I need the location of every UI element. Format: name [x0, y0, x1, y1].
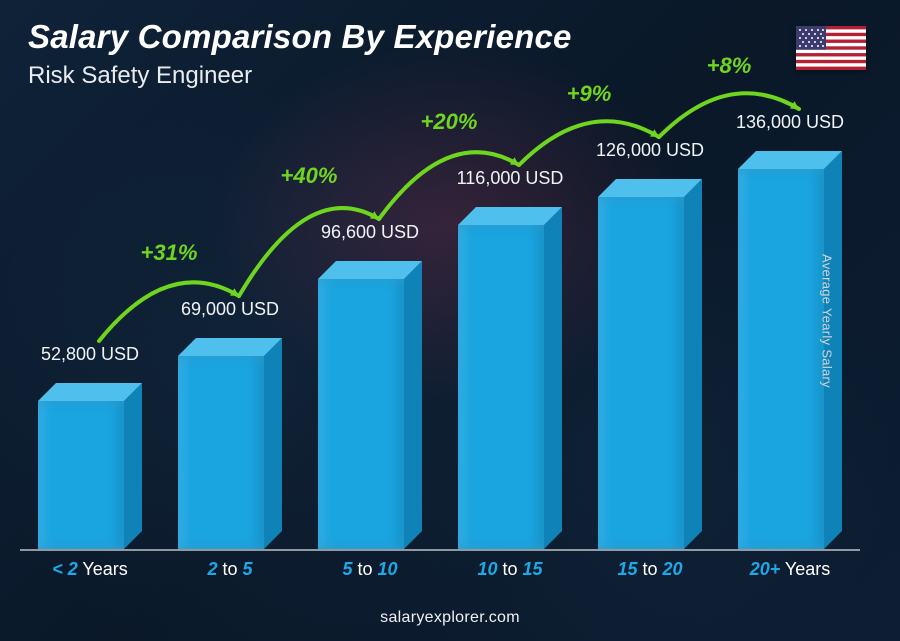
salary-bar-chart: 52,800 USD69,000 USD96,600 USD116,000 US…	[20, 110, 860, 583]
bar-slot: 136,000 USD	[720, 110, 860, 549]
growth-percent-label: +20%	[421, 109, 478, 134]
x-axis-label: < 2 Years	[20, 551, 160, 583]
header: Salary Comparison By Experience Risk Saf…	[28, 18, 572, 90]
y-axis-label: Average Yearly Salary	[820, 254, 835, 388]
growth-percent-label: +40%	[281, 163, 338, 188]
growth-percent-label: +8%	[707, 53, 752, 78]
bar: 52,800 USD	[38, 383, 142, 549]
x-axis-label: 20+ Years	[720, 551, 860, 583]
growth-arc: +8%	[641, 41, 817, 155]
bar: 116,000 USD	[458, 207, 562, 549]
footer-credit: salaryexplorer.com	[0, 609, 900, 627]
bar: 69,000 USD	[178, 338, 282, 549]
x-axis-label: 15 to 20	[580, 551, 720, 583]
x-axis-label: 2 to 5	[160, 551, 300, 583]
page-title: Salary Comparison By Experience	[28, 18, 572, 56]
x-axis: < 2 Years2 to 55 to 1010 to 1515 to 2020…	[20, 549, 860, 583]
us-flag-icon	[796, 26, 866, 70]
growth-percent-label: +9%	[567, 81, 612, 106]
page-subtitle: Risk Safety Engineer	[28, 62, 572, 90]
growth-percent-label: +31%	[141, 240, 198, 265]
bar: 126,000 USD	[598, 179, 702, 549]
x-axis-label: 5 to 10	[300, 551, 440, 583]
x-axis-label: 10 to 15	[440, 551, 580, 583]
